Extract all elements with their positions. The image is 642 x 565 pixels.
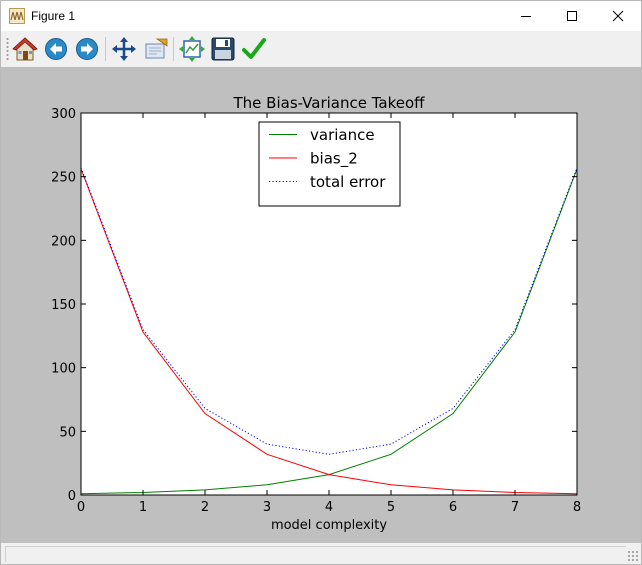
status-message-area	[5, 546, 626, 562]
resize-grip[interactable]	[627, 550, 639, 562]
window-title: Figure 1	[31, 9, 76, 23]
save-icon	[211, 37, 235, 61]
back-button[interactable]	[42, 35, 70, 63]
y-tick-label: 200	[51, 234, 76, 249]
x-tick-label: 3	[263, 500, 271, 515]
maximize-icon	[567, 11, 577, 21]
x-tick-label: 8	[573, 500, 581, 515]
legend-label: variance	[310, 126, 375, 144]
y-tick-label: 50	[59, 425, 76, 440]
toolbar-separator	[173, 37, 174, 61]
app-icon	[9, 8, 25, 24]
legend-label: total error	[310, 173, 386, 191]
chart-title: The Bias-Variance Takeoff	[233, 94, 426, 112]
toolbar-separator	[105, 37, 106, 61]
toolbar	[1, 31, 641, 67]
y-tick-label: 100	[51, 362, 76, 377]
y-tick-label: 150	[51, 298, 76, 313]
x-tick-label: 0	[77, 500, 85, 515]
apply-button[interactable]	[240, 35, 268, 63]
maximize-button[interactable]	[549, 1, 595, 31]
back-arrow-icon	[45, 38, 67, 60]
forward-arrow-icon	[76, 38, 98, 60]
figure-canvas[interactable]: 0 1 2 3 4 5 6 7 8 0 50 100 150 200 250 300 The Bias-Var…	[1, 67, 641, 543]
pan-button[interactable]	[110, 35, 138, 63]
save-button[interactable]	[209, 35, 237, 63]
minimize-button[interactable]	[503, 1, 549, 31]
home-icon	[12, 37, 38, 61]
forward-button[interactable]	[73, 35, 101, 63]
close-button[interactable]	[595, 1, 641, 31]
x-tick-label: 1	[139, 500, 147, 515]
checkmark-icon	[242, 38, 266, 59]
line-chart: 0 1 2 3 4 5 6 7 8 0 50 100 150 200 250 300 The Bias-Var…	[51, 94, 581, 533]
close-icon	[612, 10, 624, 22]
series-line-total-error	[80, 167, 578, 455]
home-button[interactable]	[11, 35, 39, 63]
x-tick-label: 7	[511, 500, 519, 515]
legend-box	[258, 121, 401, 207]
minimize-icon	[521, 16, 531, 17]
title-bar[interactable]: Figure 1	[1, 1, 641, 31]
zoom-icon	[145, 38, 168, 59]
y-tick-label: 250	[51, 171, 76, 186]
legend-label: bias_2	[310, 150, 358, 169]
x-tick-label: 6	[449, 500, 457, 515]
x-axis-label: model complexity	[271, 518, 387, 533]
toolbar-grip[interactable]	[6, 37, 9, 61]
x-tick-label: 4	[325, 500, 333, 515]
status-bar	[1, 543, 641, 564]
y-tick-label: 0	[68, 489, 76, 504]
pan-icon	[112, 37, 136, 61]
zoom-button[interactable]	[142, 35, 170, 63]
x-tick-label: 2	[201, 500, 209, 515]
series-line-bias-2	[80, 168, 578, 495]
subplots-icon	[179, 36, 205, 62]
subplots-button[interactable]	[178, 35, 206, 63]
x-tick-label: 5	[387, 500, 395, 515]
y-tick-label: 300	[51, 107, 76, 122]
